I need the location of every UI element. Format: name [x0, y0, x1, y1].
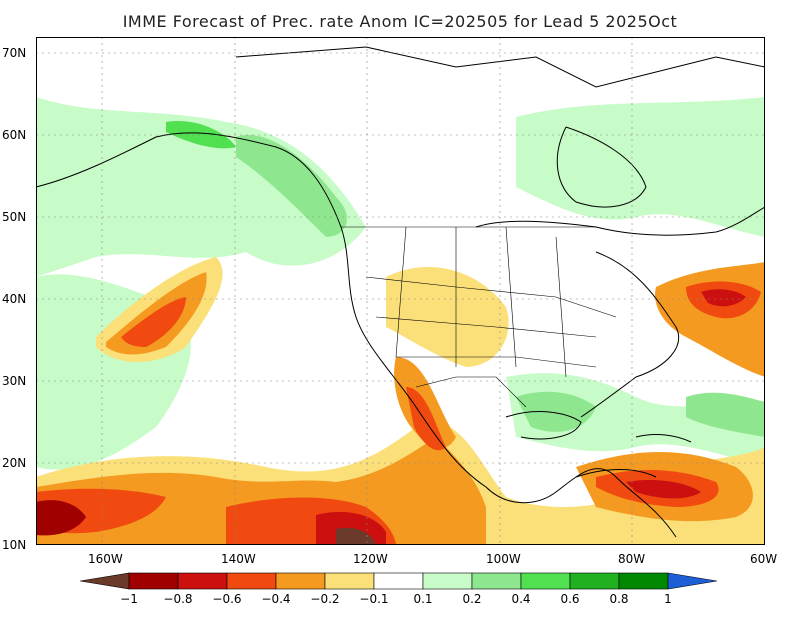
political-borders: [341, 226, 617, 408]
lat-label-40n: 40N: [2, 292, 27, 306]
colorbar-tick-label: 0.2: [462, 592, 482, 606]
lat-label-30n: 30N: [2, 374, 27, 388]
colorbar-swatch: [275, 572, 326, 590]
colorbar-swatch: [471, 572, 522, 590]
lat-label-70n: 70N: [2, 46, 27, 60]
colorbar-tick-label: −0.8: [163, 592, 193, 606]
graticule: [36, 37, 765, 545]
colorbar-swatch: [520, 572, 571, 590]
map-border: [36, 37, 765, 545]
colorbar-swatch: [226, 572, 277, 590]
colorbar-tick-label: 0.6: [560, 592, 580, 606]
colorbar-swatch: [80, 572, 130, 590]
colorbar-tick-label: −0.2: [310, 592, 340, 606]
precip-anomaly-map: [36, 37, 765, 545]
colorbar-swatch: [569, 572, 620, 590]
map-title: IMME Forecast of Prec. rate Anom IC=2025…: [122, 12, 678, 31]
colorbar-swatch: [618, 572, 669, 590]
colorbar-tick-label: 0.8: [609, 592, 629, 606]
lon-label-140w: 140W: [221, 552, 256, 566]
lon-label-120w: 120W: [353, 552, 388, 566]
colorbar-swatch: [177, 572, 228, 590]
colorbar-swatch: [422, 572, 473, 590]
colorbar-tick-label: −0.4: [261, 592, 291, 606]
lat-label-20n: 20N: [2, 456, 27, 470]
lat-label-50n: 50N: [2, 210, 27, 224]
colorbar-tick-label: 1: [664, 592, 672, 606]
colorbar-swatch: [667, 572, 718, 590]
lon-label-60w: 60W: [750, 552, 778, 566]
colorbar-tick-label: −0.1: [359, 592, 389, 606]
lon-label-160w: 160W: [88, 552, 123, 566]
colorbar-tick-label: −1: [120, 592, 138, 606]
lon-label-80w: 80W: [618, 552, 646, 566]
negative-anomaly-regions: [36, 257, 765, 545]
colorbar-tick-label: 0.1: [413, 592, 433, 606]
coastlines: [36, 46, 765, 538]
colorbar: [80, 572, 718, 590]
lat-label-10n: 10N: [2, 538, 27, 552]
colorbar-swatch: [373, 572, 424, 590]
colorbar-tick-label: 0.4: [511, 592, 531, 606]
colorbar-tick-label: −0.6: [212, 592, 242, 606]
colorbar-swatch: [128, 572, 179, 590]
lat-label-60n: 60N: [2, 128, 27, 142]
colorbar-swatch: [324, 572, 375, 590]
lon-label-100w: 100W: [486, 552, 521, 566]
